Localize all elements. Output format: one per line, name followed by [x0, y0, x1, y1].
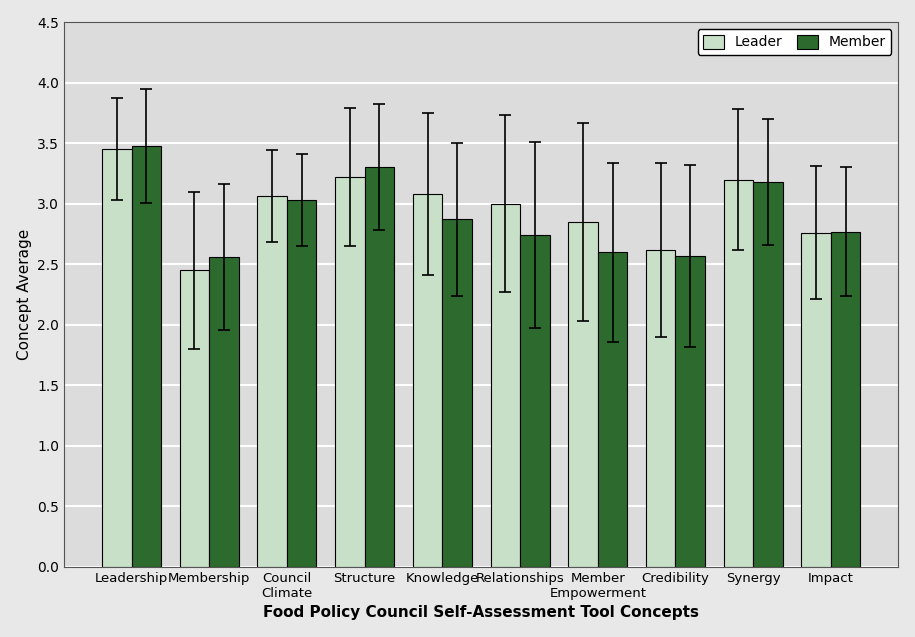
Bar: [568, 222, 597, 567]
Bar: [132, 146, 161, 567]
Bar: [724, 180, 753, 567]
Bar: [210, 257, 239, 567]
Bar: [646, 250, 675, 567]
Legend: Leader, Member: Leader, Member: [697, 29, 891, 55]
Bar: [802, 233, 831, 567]
Bar: [490, 204, 520, 567]
Bar: [365, 168, 394, 567]
Bar: [287, 200, 317, 567]
Bar: [442, 220, 472, 567]
X-axis label: Food Policy Council Self-Assessment Tool Concepts: Food Policy Council Self-Assessment Tool…: [264, 605, 699, 620]
Bar: [597, 252, 628, 567]
Bar: [335, 177, 365, 567]
Bar: [413, 194, 442, 567]
Bar: [102, 149, 132, 567]
Bar: [831, 232, 860, 567]
Y-axis label: Concept Average: Concept Average: [16, 229, 32, 360]
Bar: [179, 270, 210, 567]
Bar: [257, 196, 287, 567]
Bar: [753, 182, 782, 567]
Bar: [675, 256, 705, 567]
Bar: [520, 235, 550, 567]
